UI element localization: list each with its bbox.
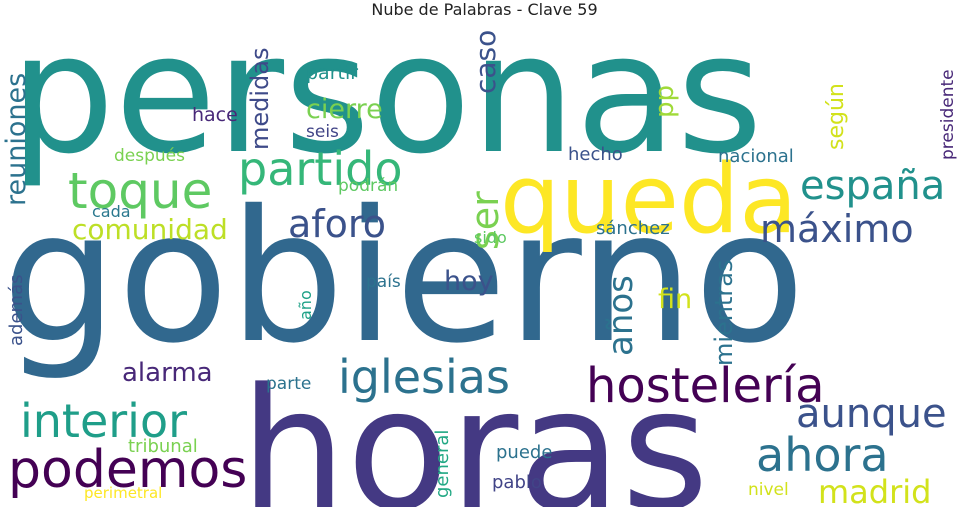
word-nacional: nacional [718,146,794,167]
word-ademas: además [6,274,27,346]
word-caso: caso [469,29,502,94]
chart-title: Nube de Palabras - Clave 59 [371,0,598,19]
word-tribunal: tribunal [128,436,198,457]
word-general: general [432,429,453,498]
word-hace: hace [192,104,238,126]
word-cierre: cierre [306,94,383,125]
word-podran: podrán [338,176,399,196]
word-perimetral: perimetral [84,484,163,502]
word-cada: cada [92,202,131,221]
word-ano: año [296,290,315,320]
word-parte: parte [266,374,312,394]
word-toque: toque [68,162,213,220]
word-hosteleria: hostelería [586,358,825,414]
word-partir: partir [306,62,359,84]
word-aunque: aunque [796,391,947,437]
word-podemos: podemos [8,440,248,500]
word-seis: seis [306,122,339,142]
word-queda: queda [500,145,798,255]
word-anos: años [601,275,641,356]
word-interior: interior [20,394,188,448]
word-espana: españa [800,163,946,209]
word-hecho: hecho [568,144,623,165]
word-personas: personas [10,18,763,190]
word-partido: partido [238,142,403,196]
word-aforo: aforo [288,202,386,246]
word-ahora: ahora [756,428,889,482]
word-sanchez: sánchez [596,218,670,239]
word-maximo: máximo [760,207,914,251]
word-cloud: personas gobierno horas queda toque part… [0,18,969,507]
word-pp: pp [650,84,680,118]
word-madrid: madrid [818,473,932,507]
word-comunidad: comunidad [72,213,228,246]
word-segun: según [824,83,849,150]
word-pablo: pablo [492,472,542,493]
word-gobierno: gobierno [2,171,806,383]
word-nivel: nivel [748,480,789,500]
word-puede: puede [496,442,553,463]
word-iglesias: iglesias [338,350,510,404]
word-despues: después [114,146,185,166]
word-reuniones: reuniones [1,72,32,206]
word-medidas: medidas [246,47,274,151]
word-mientras: mientras [710,259,738,366]
word-presidente: presidente [938,69,958,160]
word-pais: país [366,272,401,292]
word-fin: fin [658,284,693,315]
word-hoy: hoy [444,266,494,297]
word-alarma: alarma [122,358,213,388]
word-horas: horas [240,352,709,507]
word-sido: sido [474,228,507,247]
